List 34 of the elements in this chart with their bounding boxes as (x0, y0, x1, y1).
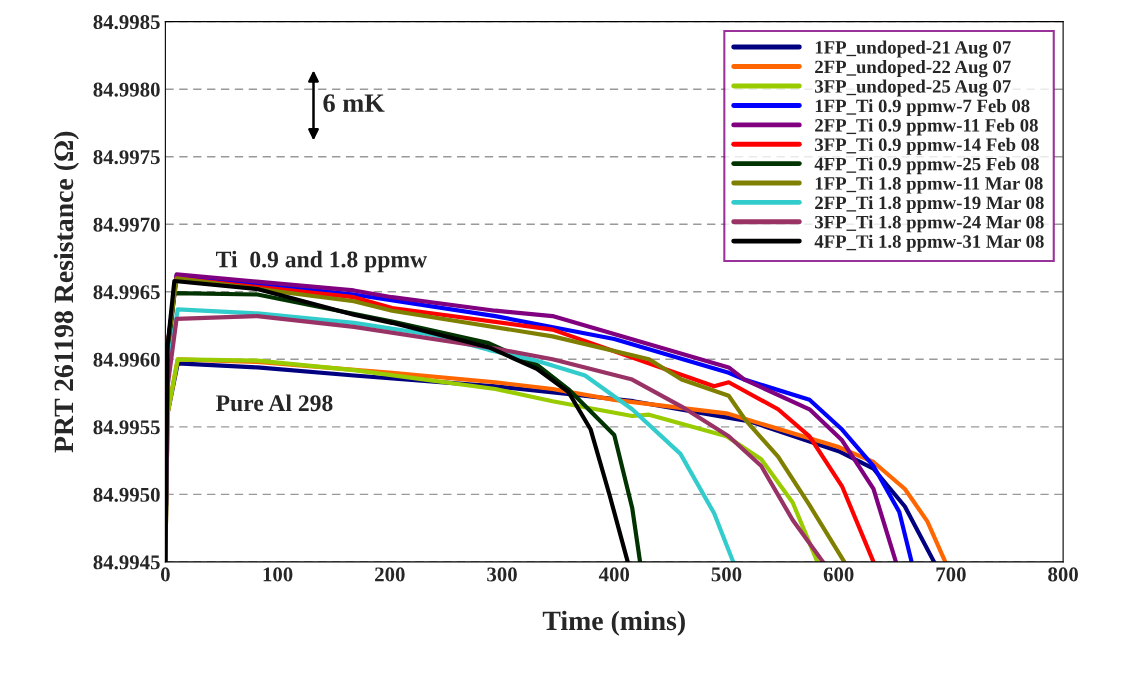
annotation: Pure Al 298 (216, 394, 333, 412)
x-tick-label: 600 (823, 567, 854, 582)
legend-label: 2FP_undoped-22 Aug 07 (815, 60, 1011, 78)
y-tick-label: 84.9965 (93, 285, 160, 300)
x-tick-label: 300 (487, 567, 517, 582)
annotation: Ti 0.9 and 1.8 ppmw (216, 250, 428, 273)
annotation: 6 mK (323, 94, 385, 113)
y-tick-label: 84.9945 (93, 555, 160, 570)
y-tick-label: 84.9970 (93, 217, 160, 232)
legend-label: 3FP_Ti 0.9 ppmw-14 Feb 08 (815, 137, 1039, 155)
legend-label: 1FP_Ti 1.8 ppmw-11 Mar 08 (815, 176, 1043, 194)
legend-label: 1FP_Ti 0.9 ppmw-7 Feb 08 (815, 99, 1030, 117)
x-axis-title: Time (mins) (542, 610, 685, 636)
x-tick-label: 200 (375, 567, 405, 582)
x-tick-label: 100 (263, 567, 293, 582)
y-tick-label: 84.9960 (93, 352, 160, 367)
legend-label: 2FP_Ti 0.9 ppmw-11 Feb 08 (815, 118, 1038, 136)
y-axis-title: PRT 261198 Resistance (Ω) (53, 131, 79, 453)
y-tick-label: 84.9950 (93, 487, 160, 502)
legend-label: 4FP_Ti 1.8 ppmw-31 Mar 08 (814, 234, 1044, 252)
x-tick-label: 400 (598, 567, 630, 582)
legend-label: 3FP_undoped-25 Aug 07 (815, 79, 1011, 97)
y-tick-label: 84.9985 (93, 15, 160, 30)
legend-label: 1FP_undoped-21 Aug 07 (815, 40, 1011, 58)
y-tick-label: 84.9980 (93, 82, 160, 97)
y-tick-label: 84.9955 (93, 420, 160, 435)
legend-label: 2FP_Ti 1.8 ppmw-19 Mar 08 (815, 195, 1044, 213)
x-tick-label: 800 (1048, 567, 1078, 582)
legend-label: 3FP_Ti 1.8 ppmw-24 Mar 08 (815, 215, 1044, 233)
y-tick-label: 84.9975 (93, 150, 160, 165)
x-tick-label: 500 (711, 567, 742, 582)
x-tick-label: 0 (160, 567, 170, 582)
x-tick-label: 700 (936, 567, 966, 582)
legend-label: 4FP_Ti 0.9 ppmw-25 Feb 08 (814, 157, 1039, 175)
